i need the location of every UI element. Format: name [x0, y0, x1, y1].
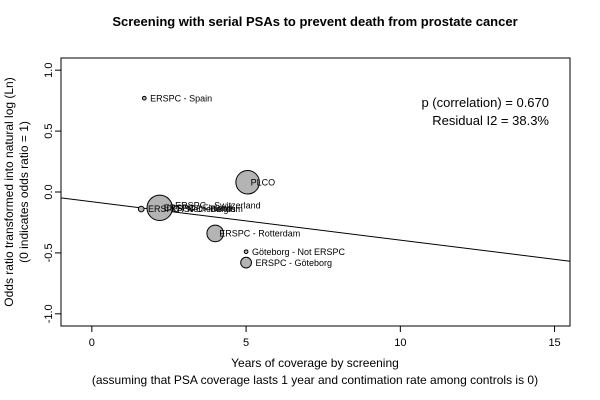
chart-title: Screening with serial PSAs to prevent de…: [112, 14, 517, 29]
x-axis-label: Years of coverage by screening: [231, 356, 399, 370]
y-axis: -1.0 -0.5 0.0 0.5 1.0: [43, 63, 62, 323]
y-tick-label: 0.0: [43, 184, 55, 199]
point-label: ERSPC - Netherlands: [148, 204, 236, 214]
data-point: [240, 256, 252, 269]
data-point: [235, 169, 260, 195]
data-point: [137, 205, 145, 213]
point-label: Göteborg - Not ERSPC: [252, 247, 346, 257]
x-axis: 0 5 10 15: [89, 325, 561, 349]
x-tick-label: 5: [243, 337, 249, 349]
regression-line: [61, 197, 570, 262]
y-tick-label: -0.5: [43, 243, 55, 262]
data-point: [243, 249, 249, 255]
y-tick-label: 1.0: [43, 63, 55, 78]
point-label: ERSPC - Göteborg: [255, 258, 332, 268]
data-point: [146, 194, 173, 222]
data-point: [141, 95, 147, 101]
y-tick-label: 0.5: [43, 123, 55, 138]
point-label: ERSPC - Spain: [150, 93, 212, 103]
y-axis-sublabel: (0 indicates odds ratio = 1): [17, 121, 31, 263]
x-tick-label: 15: [548, 337, 560, 349]
y-tick-label: -1.0: [43, 304, 55, 323]
point-label: ERSPC - Switzerland: [175, 201, 261, 211]
data-points: [137, 95, 260, 269]
point-label: ERSPC - Rotterdam: [219, 229, 300, 239]
x-axis-sublabel: (assuming that PSA coverage lasts 1 year…: [92, 373, 538, 387]
y-axis-label: Odds ratio transformed into natural log …: [2, 77, 16, 306]
x-tick-label: 0: [89, 337, 95, 349]
point-label: ERSPC - Belgium: [171, 204, 243, 214]
x-tick-label: 10: [394, 337, 406, 349]
annotation-residual: Residual I2 = 38.3%: [432, 113, 549, 128]
data-point: [206, 224, 225, 243]
point-label: ERSPC - Finland: [164, 203, 233, 213]
point-label: PLCO: [251, 177, 276, 187]
annotation-correlation: p (correlation) = 0.670: [421, 95, 549, 110]
